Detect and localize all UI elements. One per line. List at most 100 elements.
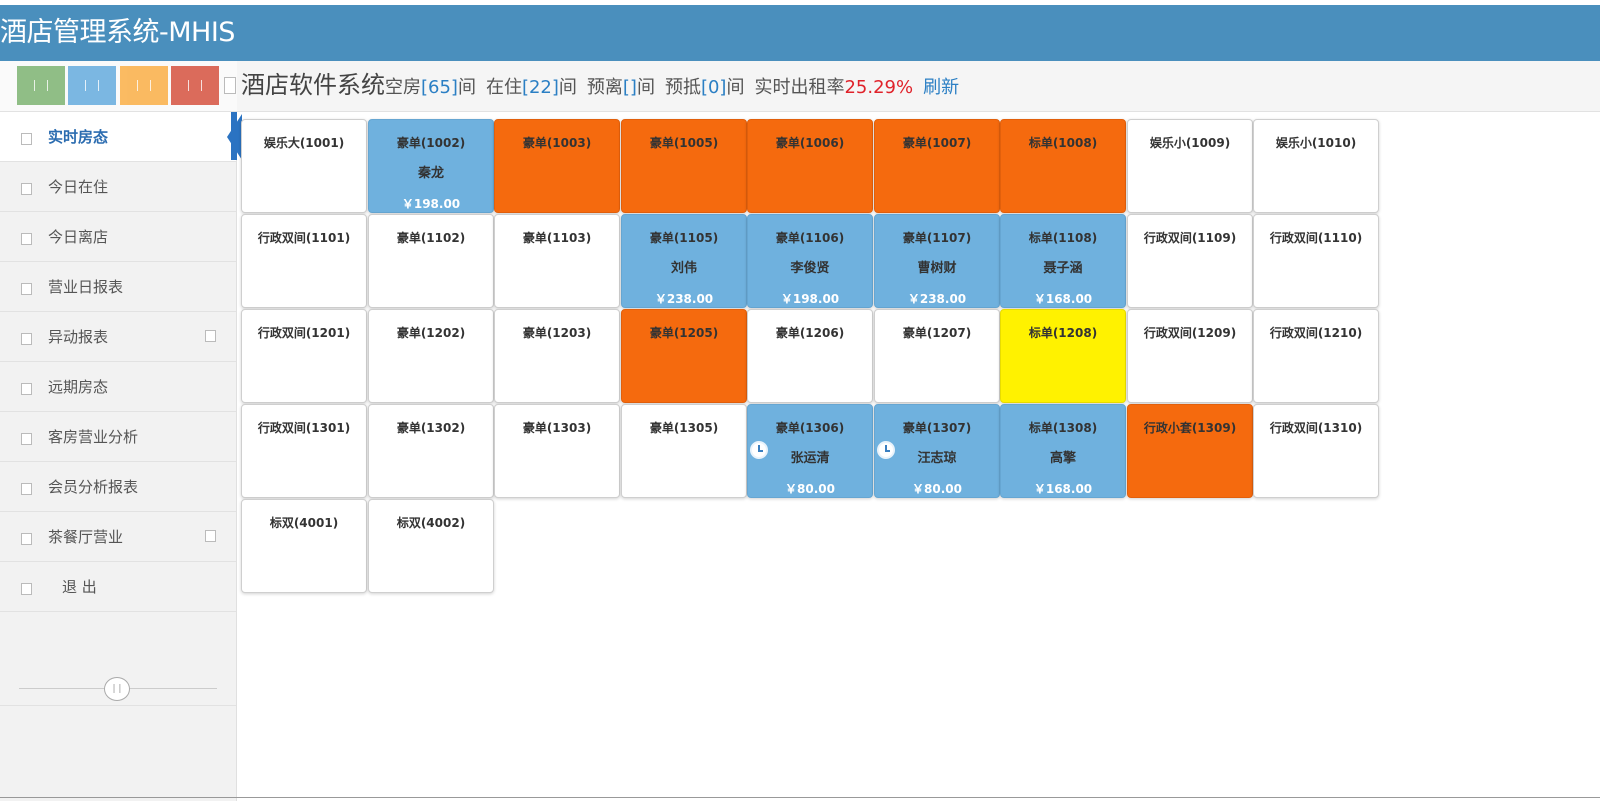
sidebar-item[interactable]: 客房营业分析 [0,412,236,462]
room-card[interactable]: 豪单(1006) [747,119,873,213]
room-card[interactable]: 豪单(1302) [368,404,494,498]
room-name: 豪单(1003) [522,136,592,150]
departing-unit: 间 [636,77,655,98]
room-price: ￥168.00 [1033,292,1093,306]
menu-item-icon [21,183,32,195]
guest-name: 聂子涵 [1043,261,1083,276]
room-card[interactable]: 豪单(1103) [494,214,620,308]
room-card[interactable]: 豪单(1005) [621,119,747,213]
sidebar-item[interactable]: 退 出 [0,562,236,612]
clock-icon [750,441,768,459]
room-name: 豪单(1006) [775,136,845,150]
room-card[interactable]: 豪单(1206) [747,309,873,403]
sidebar-item-label: 远期房态 [48,378,109,396]
collapse-toggle-icon[interactable]: | | [104,677,130,701]
room-card[interactable]: 豪单(1203) [494,309,620,403]
active-arrow-icon [227,114,242,160]
room-name: 娱乐小(1010) [1275,136,1357,150]
sidebar-item-label: 营业日报表 [48,278,124,296]
room-name: 豪单(1203) [522,326,592,340]
sidebar-item[interactable]: 会员分析报表 [0,462,236,512]
room-name: 豪单(1102) [396,231,466,245]
room-name: 娱乐大(1001) [263,136,345,150]
room-name: 标单(1208) [1028,326,1098,340]
sidebar-item[interactable]: 营业日报表 [0,262,236,312]
sidebar-item-label: 茶餐厅营业 [48,528,124,546]
menu-item-icon [21,433,32,445]
room-card[interactable]: 标单(1308) 高擎 ￥168.00 [1000,404,1126,498]
sidebar-item-label: 今日离店 [48,228,109,246]
room-card[interactable]: 标单(1008) [1000,119,1126,213]
room-name: 豪单(1103) [522,231,592,245]
sidebar-item[interactable]: 今日离店 [0,212,236,262]
occupancy-rate-value: 25.29% [844,77,914,98]
room-name: 豪单(1106) [775,231,845,245]
room-card[interactable]: 豪单(1207) [874,309,1000,403]
occupied-count[interactable]: [22] [521,77,559,98]
room-name: 标双(4002) [396,516,466,530]
room-card[interactable]: 豪单(1205) [621,309,747,403]
arriving-label: 预抵 [664,77,701,98]
menu-item-icon [21,283,32,295]
room-card[interactable]: 豪单(1105) 刘伟 ￥238.00 [621,214,747,308]
room-card[interactable]: 娱乐大(1001) [241,119,367,213]
shortcut-button-green[interactable] [17,66,65,105]
room-card[interactable]: 标单(1208) [1000,309,1126,403]
vacant-count[interactable]: [65] [421,77,458,98]
room-price: ￥238.00 [907,292,967,306]
room-card[interactable]: 行政双间(1310) [1253,404,1379,498]
room-card[interactable]: 标双(4001) [241,499,367,593]
room-card[interactable]: 行政双间(1101) [241,214,367,308]
menu-item-icon [21,333,32,345]
room-name: 豪单(1205) [649,326,719,340]
sidebar-item[interactable]: 实时房态 [0,112,242,162]
room-card[interactable]: 豪单(1102) [368,214,494,308]
arriving-count[interactable]: [0] [700,77,727,98]
shortcut-button-red[interactable] [171,66,219,105]
room-card[interactable]: 行政双间(1109) [1127,214,1253,308]
room-price: ￥168.00 [1033,482,1093,496]
room-card[interactable]: 豪单(1002) 秦龙 ￥198.00 [368,119,494,213]
shortcut-button-orange[interactable] [120,66,168,105]
room-card[interactable]: 豪单(1307) 汪志琼 ￥80.00 [874,404,1000,498]
system-name: 酒店软件系统 [241,71,385,99]
pause-icon [85,79,99,91]
expand-icon[interactable] [205,330,216,342]
room-card[interactable]: 豪单(1003) [494,119,620,213]
room-card[interactable]: 豪单(1107) 曹树财 ￥238.00 [874,214,1000,308]
checkbox-icon [224,77,236,94]
room-card[interactable]: 豪单(1303) [494,404,620,498]
room-card[interactable]: 行政双间(1201) [241,309,367,403]
shortcut-button-blue[interactable] [68,66,116,105]
sidebar-item[interactable]: 茶餐厅营业 [0,512,236,562]
departing-count[interactable]: [] [622,77,637,98]
room-card[interactable]: 豪单(1306) 张运清 ￥80.00 [747,404,873,498]
sidebar-item[interactable]: 异动报表 [0,312,236,362]
sidebar-item[interactable]: 远期房态 [0,362,236,412]
room-card[interactable]: 行政双间(1209) [1127,309,1253,403]
pause-icon [137,79,151,91]
arriving-unit: 间 [726,77,745,98]
room-card[interactable]: 行政双间(1210) [1253,309,1379,403]
room-name: 标双(4001) [269,516,339,530]
expand-icon[interactable] [205,530,216,542]
room-card[interactable]: 豪单(1007) [874,119,1000,213]
sidebar-item-label: 客房营业分析 [48,428,139,446]
room-card[interactable]: 娱乐小(1009) [1127,119,1253,213]
room-name: 豪单(1305) [649,421,719,435]
refresh-link[interactable]: 刷新 [923,77,960,98]
sidebar-item-label: 今日在住 [48,178,109,196]
room-card[interactable]: 豪单(1202) [368,309,494,403]
room-card[interactable]: 行政小套(1309) [1127,404,1253,498]
sidebar-item[interactable]: 今日在住 [0,162,236,212]
room-card[interactable]: 行政双间(1110) [1253,214,1379,308]
room-card[interactable]: 标双(4002) [368,499,494,593]
room-card[interactable]: 标单(1108) 聂子涵 ￥168.00 [1000,214,1126,308]
room-card[interactable]: 娱乐小(1010) [1253,119,1379,213]
status-bar: 酒店软件系统空房[65]间 在住[22]间 预离[]间 预抵[0]间 实时出租率25.2… [224,61,1600,112]
app-title: 酒店管理系统-MHIS [0,17,235,48]
room-card[interactable]: 豪单(1305) [621,404,747,498]
room-name: 豪单(1302) [396,421,466,435]
room-card[interactable]: 豪单(1106) 李俊贤 ￥198.00 [747,214,873,308]
room-card[interactable]: 行政双间(1301) [241,404,367,498]
